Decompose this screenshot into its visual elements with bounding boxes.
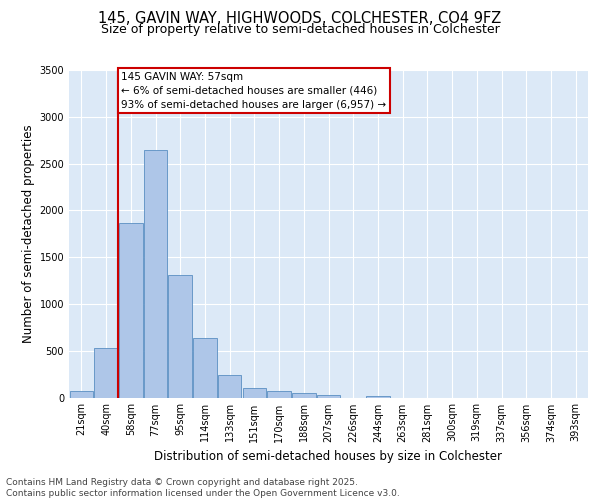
Text: Contains HM Land Registry data © Crown copyright and database right 2025.
Contai: Contains HM Land Registry data © Crown c… bbox=[6, 478, 400, 498]
Bar bbox=[292, 394, 316, 398]
Bar bbox=[94, 348, 118, 398]
Bar bbox=[242, 388, 266, 398]
Text: 145 GAVIN WAY: 57sqm
← 6% of semi-detached houses are smaller (446)
93% of semi-: 145 GAVIN WAY: 57sqm ← 6% of semi-detach… bbox=[121, 72, 386, 110]
X-axis label: Distribution of semi-detached houses by size in Colchester: Distribution of semi-detached houses by … bbox=[155, 450, 503, 463]
Bar bbox=[70, 391, 93, 398]
Y-axis label: Number of semi-detached properties: Number of semi-detached properties bbox=[22, 124, 35, 343]
Text: Size of property relative to semi-detached houses in Colchester: Size of property relative to semi-detach… bbox=[101, 22, 499, 36]
Bar bbox=[193, 338, 217, 398]
Text: 145, GAVIN WAY, HIGHWOODS, COLCHESTER, CO4 9FZ: 145, GAVIN WAY, HIGHWOODS, COLCHESTER, C… bbox=[98, 11, 502, 26]
Bar bbox=[268, 392, 291, 398]
Bar bbox=[317, 394, 340, 398]
Bar bbox=[169, 275, 192, 398]
Bar bbox=[119, 224, 143, 398]
Bar bbox=[366, 396, 389, 398]
Bar bbox=[218, 375, 241, 398]
Bar bbox=[144, 150, 167, 398]
